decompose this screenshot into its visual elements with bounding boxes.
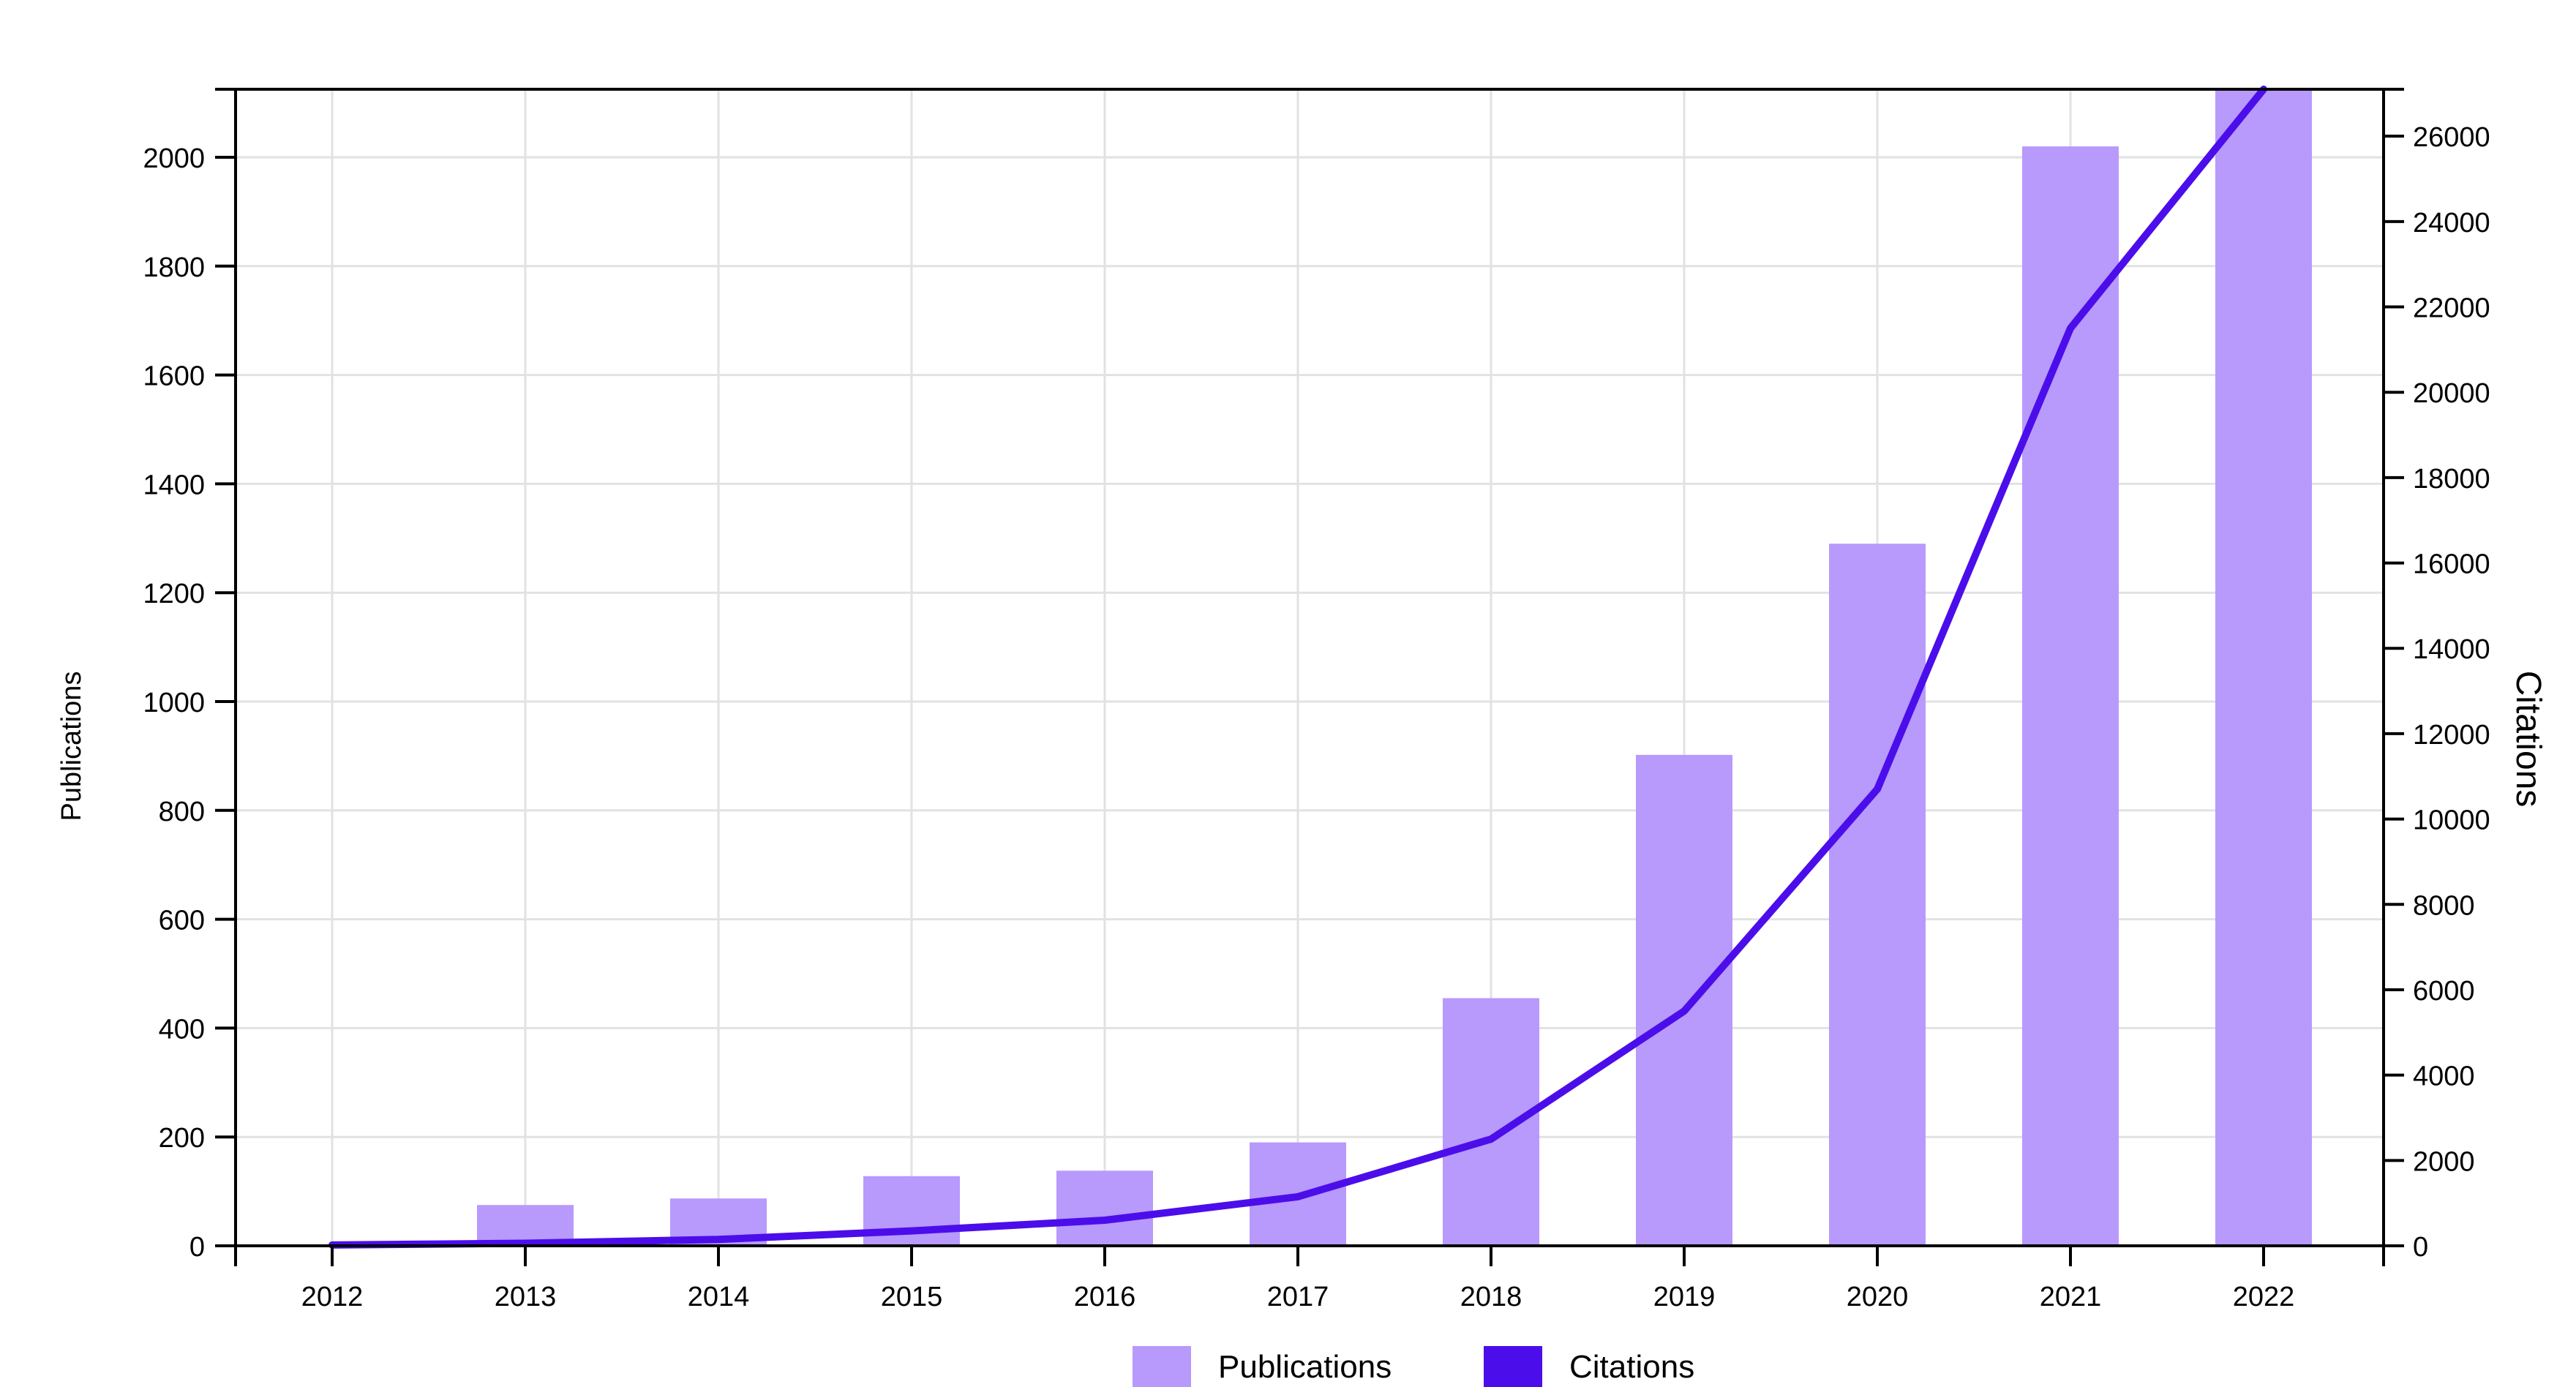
legend: Publications Citations bbox=[1133, 1346, 1694, 1387]
x-tick-label: 2018 bbox=[1460, 1282, 1522, 1312]
legend-label-publications: Publications bbox=[1218, 1349, 1392, 1385]
y-tick-label: 1800 bbox=[143, 252, 205, 283]
x-tick-label: 2015 bbox=[881, 1282, 943, 1312]
y2-axis-label: Citations bbox=[2509, 671, 2547, 808]
x-tick-label: 2014 bbox=[688, 1282, 750, 1312]
y2-tick-label: 14000 bbox=[2413, 634, 2490, 665]
tick-labels: 0200400600800100012001400160018002000020… bbox=[143, 122, 2490, 1312]
y2-tick-label: 16000 bbox=[2413, 549, 2490, 580]
legend-swatch-citations bbox=[1484, 1346, 1542, 1387]
y2-tick-label: 8000 bbox=[2413, 890, 2475, 921]
y2-tick-label: 20000 bbox=[2413, 378, 2490, 409]
y-tick-label: 800 bbox=[159, 797, 205, 827]
y-tick-label: 200 bbox=[159, 1123, 205, 1154]
y2-tick-label: 26000 bbox=[2413, 122, 2490, 153]
x-tick-label: 2013 bbox=[495, 1282, 557, 1312]
y-tick-label: 1600 bbox=[143, 361, 205, 392]
bar-publications-2020 bbox=[1829, 544, 1926, 1246]
bar-publications-2018 bbox=[1443, 998, 1539, 1246]
x-tick-label: 2017 bbox=[1267, 1282, 1329, 1312]
y2-tick-label: 12000 bbox=[2413, 720, 2490, 751]
y-tick-label: 400 bbox=[159, 1014, 205, 1045]
bar-publications-2022 bbox=[2215, 89, 2312, 1246]
y2-tick-label: 18000 bbox=[2413, 464, 2490, 495]
x-tick-label: 2012 bbox=[301, 1282, 364, 1312]
y-tick-label: 600 bbox=[159, 906, 205, 936]
bar-publications-2016 bbox=[1056, 1170, 1153, 1246]
y-tick-label: 1400 bbox=[143, 470, 205, 500]
x-tick-label: 2019 bbox=[1653, 1282, 1716, 1312]
x-tick-label: 2021 bbox=[2040, 1282, 2102, 1312]
line-citations bbox=[328, 86, 2267, 1249]
legend-label-citations: Citations bbox=[1569, 1349, 1694, 1385]
citation-line bbox=[328, 86, 2267, 1249]
y2-tick-label: 0 bbox=[2413, 1232, 2428, 1263]
y2-tick-label: 6000 bbox=[2413, 976, 2475, 1007]
x-tick-label: 2022 bbox=[2233, 1282, 2295, 1312]
y2-tick-label: 10000 bbox=[2413, 805, 2490, 836]
y-tick-label: 1000 bbox=[143, 688, 205, 718]
bar-publications-2021 bbox=[2022, 146, 2119, 1246]
x-tick-label: 2016 bbox=[1074, 1282, 1136, 1312]
y2-tick-label: 2000 bbox=[2413, 1146, 2475, 1177]
y-tick-label: 0 bbox=[189, 1232, 205, 1263]
y-tick-label: 2000 bbox=[143, 143, 205, 174]
y2-tick-label: 4000 bbox=[2413, 1061, 2475, 1092]
y-tick-label: 1200 bbox=[143, 579, 205, 609]
x-tick-label: 2020 bbox=[1847, 1282, 1909, 1312]
y2-tick-label: 24000 bbox=[2413, 208, 2490, 238]
legend-swatch-publications bbox=[1133, 1346, 1191, 1387]
y-axis-label: Publications bbox=[56, 672, 87, 822]
publication-bars bbox=[477, 89, 2312, 1246]
y2-tick-label: 22000 bbox=[2413, 293, 2490, 324]
bar-publications-2019 bbox=[1636, 754, 1732, 1246]
axes bbox=[215, 88, 2404, 1266]
